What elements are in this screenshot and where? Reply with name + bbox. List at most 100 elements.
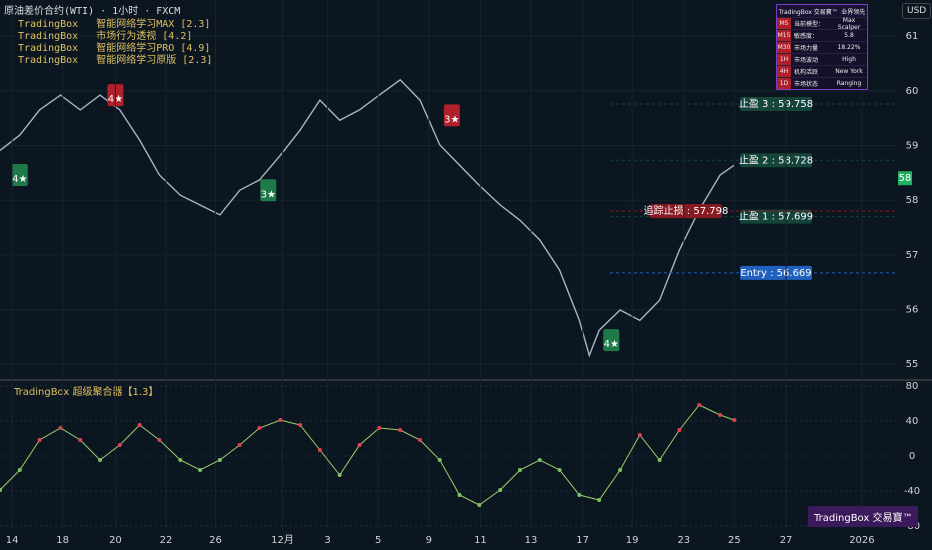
info-row: M5 当前模型： Max Scalper xyxy=(777,16,867,31)
info-cell: 市场状态 xyxy=(794,81,819,88)
info-row: 1D 市场状态 Ranging xyxy=(777,77,867,89)
signal-label: 3★ xyxy=(444,114,459,125)
point xyxy=(78,438,83,442)
signal-label: 3★ xyxy=(261,189,276,200)
signal-box xyxy=(443,104,460,127)
point xyxy=(577,493,582,498)
info-cell: M15 xyxy=(777,30,791,41)
signal-label: 4★ xyxy=(12,174,27,185)
info-cell: 当前模型： xyxy=(794,21,825,28)
x-tick-label: 13 xyxy=(525,535,538,546)
indicator: TradingBox 智能网络学习PRO [4.9] xyxy=(18,43,211,54)
info-cell: 敏感度： xyxy=(794,33,819,40)
last-price-tag xyxy=(898,171,912,186)
y-tick-label: -40 xyxy=(904,486,920,497)
y-tick-label: 60 xyxy=(906,86,919,97)
point xyxy=(557,468,562,472)
point xyxy=(98,458,103,463)
info-row: 1H 市场波动 High xyxy=(777,53,867,65)
point xyxy=(17,468,22,472)
x-tick-label: 9 xyxy=(426,535,432,546)
info-cell: 1H xyxy=(777,54,791,65)
info-cell: 市场力量 xyxy=(794,45,819,52)
x-tick-label: 11 xyxy=(474,535,487,546)
info-header: TradingBox 交易寶™ 业界领先 xyxy=(777,5,867,17)
x-tick-label: 26 xyxy=(209,535,222,546)
info-cell: 机构活跃 xyxy=(794,69,819,76)
point xyxy=(498,488,503,493)
level-label: 追踪止损 : 57.798 xyxy=(644,204,729,217)
info-cell: New York xyxy=(835,68,863,75)
info-cell: 5.8 xyxy=(844,32,854,39)
point xyxy=(357,442,362,447)
last-price-label: 58 xyxy=(899,173,912,184)
point xyxy=(278,418,283,423)
level-label: 止盈 2 : 58.728 xyxy=(739,154,813,166)
point xyxy=(0,488,2,493)
info-row: 4H 机构活跃 New York xyxy=(777,65,867,77)
x-tick-label: 19 xyxy=(626,535,639,546)
signal-label: 4★ xyxy=(604,339,619,350)
indicator: TradingBox 智能网络学习原版 [2.3] xyxy=(18,55,213,66)
y-tick-label: 58 xyxy=(906,195,919,206)
info-cell: 4H xyxy=(777,66,791,77)
info-row: M15 敏感度： 5.8 xyxy=(777,29,867,41)
point xyxy=(732,418,737,423)
series-line xyxy=(0,78,735,358)
x-tick-label: 5 xyxy=(375,535,381,546)
level-box xyxy=(740,265,812,280)
y-tick-label: 80 xyxy=(906,381,919,392)
point xyxy=(37,438,42,442)
level-box xyxy=(650,204,722,219)
x-tick-label: 25 xyxy=(728,535,741,546)
info-cell: 1D xyxy=(777,78,791,89)
currency-button[interactable]: USD xyxy=(902,3,932,19)
point xyxy=(597,498,602,502)
point xyxy=(537,458,542,463)
indicator: TradingBox 智能网络学习MAX [2.3] xyxy=(18,19,211,30)
y-tick-label: 57 xyxy=(906,250,919,261)
point xyxy=(477,502,482,507)
point xyxy=(417,438,422,442)
point xyxy=(157,438,162,442)
info-table: TradingBox 交易寶™ 业界领先 M5 当前模型： Max Scalper M1… xyxy=(776,4,868,90)
x-tick-label: 3 xyxy=(324,535,330,546)
y-tick-label: 40 xyxy=(906,416,919,427)
x-tick-label: 12月 xyxy=(271,534,294,546)
x-tick-label: 17 xyxy=(576,535,589,546)
y-tick-label: 0 xyxy=(909,451,915,462)
series-line xyxy=(0,404,735,506)
y-tick-label: 59 xyxy=(906,140,919,151)
point xyxy=(457,493,462,498)
info-cell: 市场波动 xyxy=(794,57,819,64)
signal-box xyxy=(11,163,28,186)
level-label: 止盈 1 : 57.699 xyxy=(739,211,813,223)
point xyxy=(437,458,442,463)
point xyxy=(718,412,723,417)
point xyxy=(377,426,382,431)
point xyxy=(58,426,63,431)
point xyxy=(198,468,203,472)
point xyxy=(398,428,403,433)
x-tick-label: 22 xyxy=(160,535,173,546)
osc-title: TradingBox 超级聚合器【1.3】 xyxy=(13,385,158,398)
info-cell: M5 xyxy=(777,18,791,29)
info-title: TradingBox 交易寶™ xyxy=(778,8,838,16)
point xyxy=(137,423,142,428)
point xyxy=(237,442,242,447)
x-tick-label: 20 xyxy=(109,535,122,546)
x-tick-label: 23 xyxy=(677,535,690,546)
info-row: M30 市场力量 18.22% xyxy=(777,41,867,53)
level-box xyxy=(740,209,812,224)
watermark: TradingBox 交易寶™ xyxy=(808,506,919,527)
x-tick-label: 18 xyxy=(56,535,69,546)
info-cell: M30 xyxy=(777,42,791,53)
info-cell: 18.22% xyxy=(837,44,861,51)
level-box xyxy=(740,96,812,111)
point xyxy=(257,426,262,431)
x-tick-label: 14 xyxy=(6,535,19,546)
y-tick-label: 55 xyxy=(906,359,919,370)
info-cell: High xyxy=(842,56,856,63)
info-cell: Max Scalper xyxy=(837,16,861,31)
